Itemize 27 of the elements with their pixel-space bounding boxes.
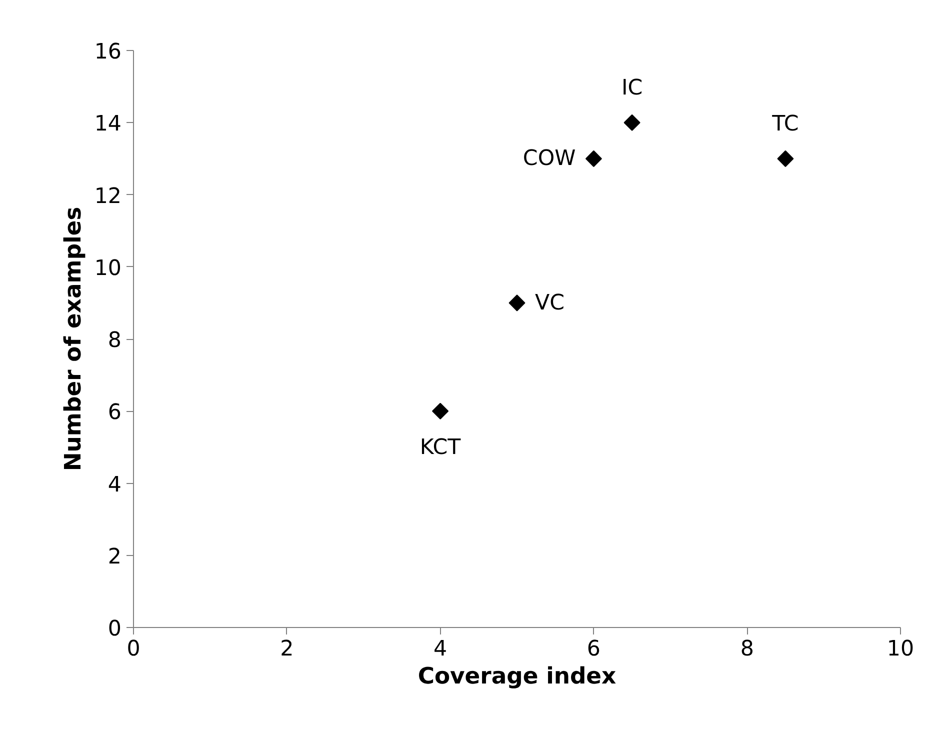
x-tick-label: 10 [886,636,914,662]
x-tick-label: 6 [586,636,600,662]
y-tick-label: 14 [94,112,122,137]
annotation: COW [522,146,576,172]
y-axis-title: Number of examples [60,206,86,472]
y-tick-label: 4 [108,472,122,498]
annotation: VC [535,290,564,316]
annotation: KCT [420,435,462,460]
y-tick-label: 16 [94,40,122,64]
y-tick-label: 2 [108,544,122,570]
x-tick-label: 0 [126,636,140,662]
point [585,150,602,167]
y-tick-label: 10 [94,256,122,281]
x-tick-label: 8 [740,636,754,662]
annotation: TC [771,112,799,137]
annotation: IC [621,76,643,101]
point [777,150,794,167]
point [508,294,526,312]
point [432,402,449,420]
x-axis-title: Coverage index [418,664,617,690]
point [624,114,640,131]
y-tick-label: 6 [108,400,122,426]
y-tick-label: 8 [108,328,122,353]
y-tick-label: 0 [108,616,122,642]
x-tick-label: 2 [280,636,294,662]
y-tick-label: 12 [94,184,122,209]
x-tick-label: 4 [434,636,448,662]
